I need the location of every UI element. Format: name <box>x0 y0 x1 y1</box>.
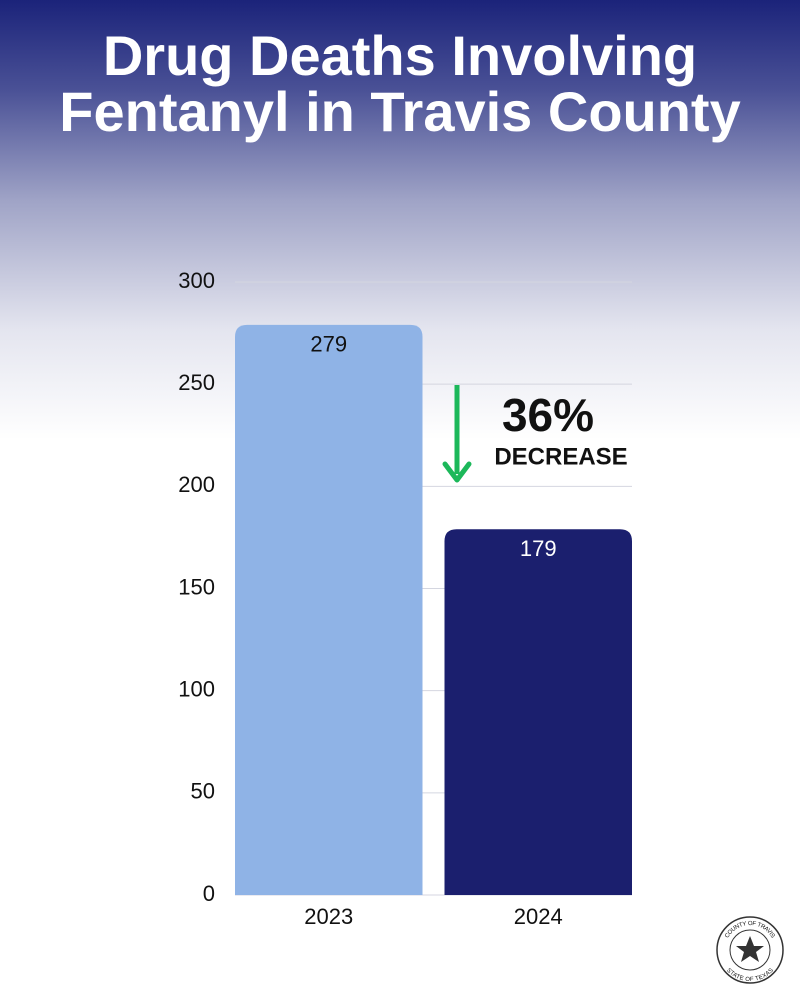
value-label: 179 <box>520 536 557 561</box>
plot: 0 50 100 150 200 250 300 279 2023 179 2024 <box>178 268 632 929</box>
x-tick-label: 2024 <box>514 904 563 929</box>
y-tick-label: 300 <box>178 268 215 293</box>
bar <box>235 324 423 895</box>
x-tick-label: 2023 <box>304 904 353 929</box>
value-label: 279 <box>310 332 347 357</box>
y-tick-label: 100 <box>178 676 215 701</box>
y-tick-label: 250 <box>178 370 215 395</box>
chart-title: Drug Deaths Involving Fentanyl in Travis… <box>59 24 741 143</box>
y-tick-label: 50 <box>191 779 215 804</box>
annotation-value: 36% <box>502 389 594 441</box>
arrow-head <box>442 461 472 483</box>
seal-star <box>736 936 764 962</box>
seal: COUNTY OF TRAVIS STATE OF TEXAS <box>716 916 784 984</box>
y-tick-label: 0 <box>203 881 215 906</box>
y-tick-label: 200 <box>178 472 215 497</box>
bar <box>444 529 632 895</box>
annotation-label: DECREASE <box>494 443 627 470</box>
y-tick-label: 150 <box>178 574 215 599</box>
seal-inner <box>729 929 771 971</box>
